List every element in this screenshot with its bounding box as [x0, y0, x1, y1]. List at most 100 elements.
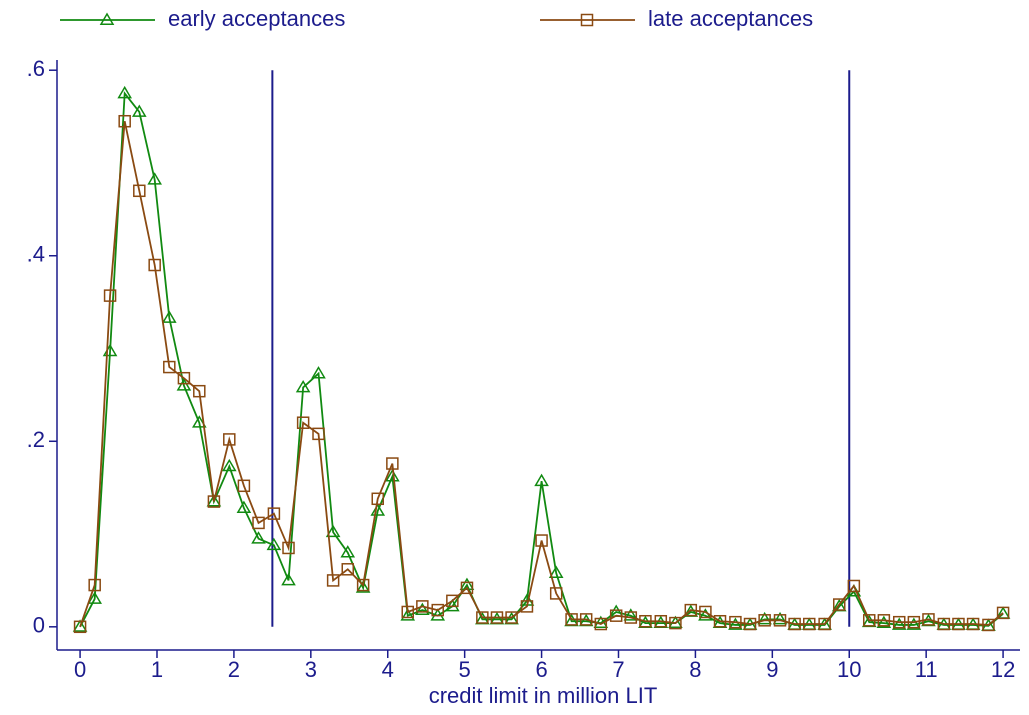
marker-square — [460, 581, 474, 595]
marker-square — [476, 611, 489, 624]
marker-square — [490, 611, 504, 624]
marker-square — [624, 611, 638, 624]
marker-square — [118, 114, 131, 128]
legend-label: late acceptances — [648, 6, 813, 31]
marker-square — [773, 614, 787, 627]
marker-square — [565, 613, 578, 626]
x-tick-label: 7 — [612, 657, 624, 682]
marker-triangle — [176, 378, 192, 391]
x-tick-label: 8 — [689, 657, 701, 682]
x-tick-label: 10 — [837, 657, 861, 682]
x-tick-label: 6 — [535, 657, 547, 682]
marker-square — [937, 617, 951, 631]
marker-square — [386, 457, 399, 470]
x-tick-label: 2 — [228, 657, 240, 682]
marker-triangle — [728, 617, 743, 630]
marker-triangle — [340, 545, 356, 558]
y-tick-label: .6 — [27, 56, 45, 81]
marker-square — [818, 617, 831, 631]
y-tick-label: .4 — [27, 242, 45, 267]
marker-square — [535, 534, 548, 547]
marker-triangle — [430, 608, 446, 621]
marker-triangle — [548, 565, 564, 578]
marker-triangle — [206, 494, 222, 507]
marker-triangle — [772, 611, 788, 625]
marker-square — [669, 616, 682, 630]
marker-triangle — [311, 366, 326, 379]
marker-square — [296, 416, 310, 429]
marker-square — [684, 603, 698, 617]
marker-square — [431, 603, 444, 617]
marker-square — [862, 614, 876, 627]
marker-triangle — [251, 531, 266, 544]
marker-square — [73, 620, 87, 634]
x-axis-title: credit limit in million LIT — [429, 683, 658, 708]
marker-square — [267, 507, 281, 520]
marker-square — [982, 618, 995, 632]
marker-triangle — [891, 617, 907, 630]
marker-square — [223, 433, 236, 446]
marker-triangle — [385, 469, 400, 482]
marker-square — [802, 617, 816, 631]
marker-square — [594, 617, 608, 631]
x-tick-label: 1 — [151, 657, 163, 682]
marker-square — [713, 614, 727, 628]
marker-triangle — [445, 598, 460, 612]
marker-square — [282, 541, 295, 555]
marker-square — [177, 371, 191, 385]
marker-triangle — [295, 379, 311, 393]
y-tick-label: 0 — [33, 613, 45, 638]
marker-square — [609, 609, 623, 622]
marker-square — [163, 360, 176, 374]
x-tick-label: 4 — [382, 657, 394, 682]
marker-square — [907, 615, 921, 629]
x-tick-label: 12 — [991, 657, 1015, 682]
marker-square — [639, 614, 652, 628]
x-tick-label: 5 — [459, 657, 471, 682]
marker-square — [312, 427, 325, 441]
marker-triangle — [325, 524, 341, 538]
marker-square — [966, 617, 980, 631]
marker-square — [341, 563, 354, 576]
marker-square — [252, 516, 265, 530]
marker-square — [193, 384, 206, 398]
marker-triangle — [757, 611, 772, 625]
x-tick-label: 3 — [305, 657, 317, 682]
marker-triangle — [355, 580, 371, 593]
marker-square — [832, 598, 846, 611]
marker-square — [520, 600, 534, 613]
marker-square — [148, 258, 161, 272]
x-tick-label: 11 — [915, 657, 938, 682]
marker-square — [371, 492, 384, 506]
marker-triangle — [191, 415, 207, 428]
marker-square — [788, 617, 801, 631]
marker-triangle — [236, 500, 252, 514]
marker-square — [892, 615, 906, 629]
marker-square — [356, 578, 370, 592]
marker-triangle — [906, 617, 922, 630]
marker-triangle — [131, 104, 147, 117]
marker-square — [401, 605, 414, 619]
marker-square — [579, 613, 593, 626]
marker-square — [237, 479, 251, 493]
marker-triangle — [623, 608, 639, 621]
marker-square — [580, 13, 594, 27]
marker-square — [758, 614, 771, 627]
marker-triangle — [370, 503, 386, 516]
marker-square — [207, 495, 221, 508]
marker-square — [88, 578, 101, 592]
marker-square — [326, 574, 340, 587]
marker-triangle — [876, 615, 892, 629]
marker-triangle — [266, 537, 282, 551]
marker-triangle — [281, 572, 296, 586]
series-line — [79, 121, 1004, 628]
marker-square — [922, 613, 935, 626]
x-tick-label: 0 — [74, 657, 86, 682]
marker-square — [699, 605, 712, 619]
marker-triangle — [147, 172, 162, 185]
marker-triangle — [99, 12, 115, 25]
marker-triangle — [221, 458, 237, 472]
marker-square — [103, 289, 117, 302]
marker-triangle — [534, 473, 549, 487]
